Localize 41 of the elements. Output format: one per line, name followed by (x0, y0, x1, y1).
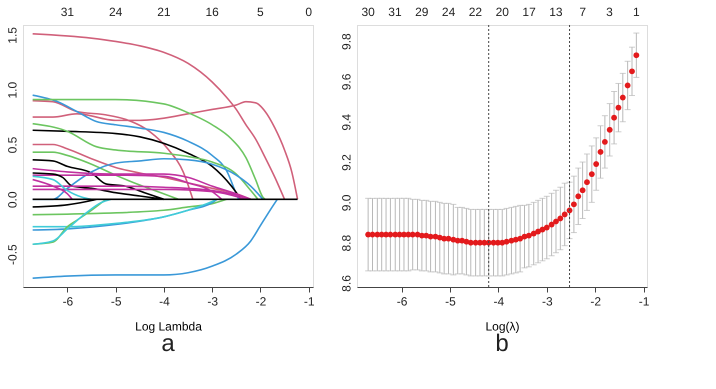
x-tick-label: -4 (494, 294, 505, 308)
text: 16 (205, 5, 220, 19)
text: 5 (257, 5, 264, 19)
text: 3 (606, 5, 614, 19)
x-tick-label: -2 (590, 294, 602, 308)
x-tick-label: -3 (207, 294, 218, 308)
text: 30 (361, 5, 376, 19)
y-tick-label: -0.5 (6, 244, 20, 265)
text: 7 (579, 5, 586, 19)
y-tick-label: 8.8 (340, 234, 354, 252)
y-tick-label: 1.5 (6, 26, 20, 44)
text: 21 (157, 5, 171, 19)
x-tick-label: -1 (638, 294, 650, 308)
text: 24 (442, 5, 456, 19)
text: 0 (305, 5, 312, 19)
x-tick-label: -1 (304, 294, 315, 308)
y-tick-label: 8.6 (340, 274, 354, 292)
text: 20 (496, 5, 510, 19)
text: 31 (60, 5, 74, 19)
x-tick-label: -3 (542, 294, 553, 308)
y-tick-label: 9.8 (340, 32, 354, 50)
text: 1 (633, 5, 640, 19)
y-tick-label: 0.5 (6, 136, 20, 154)
text: 24 (108, 5, 123, 19)
x-tick-label: -6 (396, 294, 408, 308)
y-tick-label: 9.6 (340, 73, 354, 90)
x-tick-label: -4 (159, 294, 170, 308)
text: 31 (388, 5, 402, 19)
y-tick-label: 9.2 (340, 154, 354, 171)
x-tick-label: -2 (256, 294, 267, 308)
y-tick-label: 9.0 (340, 194, 354, 212)
text: 29 (415, 5, 429, 19)
x-tick-label: -5 (110, 294, 122, 308)
y-tick-label: 1.0 (6, 82, 20, 99)
y-tick-label: 0.0 (6, 191, 20, 208)
x-tick-label: -5 (445, 294, 456, 308)
y-tick-label: 9.4 (340, 114, 354, 131)
text: 22 (468, 5, 482, 19)
x-tick-label: -6 (62, 294, 74, 308)
text: 13 (549, 5, 563, 19)
text: 17 (522, 5, 536, 19)
